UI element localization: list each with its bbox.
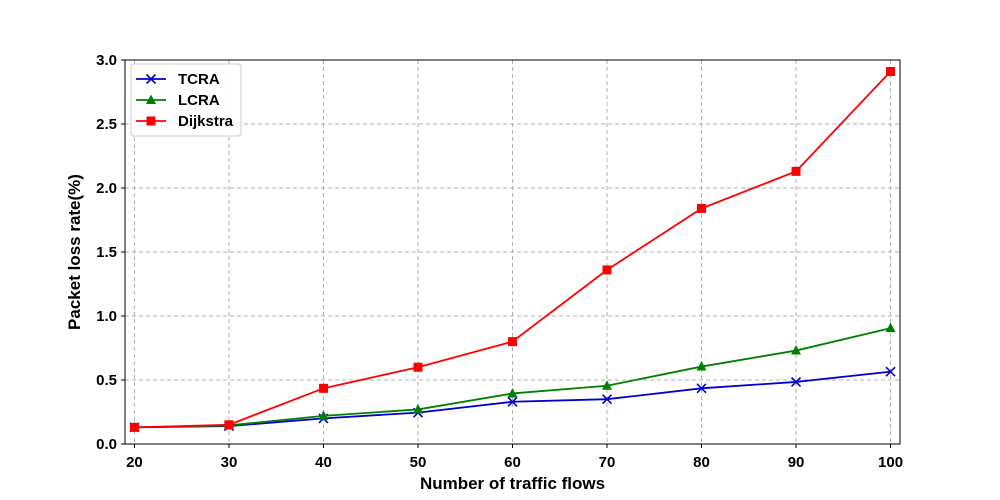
y-tick-label: 1.0 — [96, 308, 117, 325]
data-point — [791, 166, 801, 176]
series-layer — [129, 67, 896, 433]
legend: TCRA LCRA Dijkstra — [130, 63, 242, 137]
x-tick-label: 40 — [315, 454, 332, 471]
y-tick-label: 2.5 — [96, 116, 117, 133]
legend-item: LCRA — [136, 92, 220, 109]
series-dijkstra — [129, 67, 896, 432]
data-point — [601, 394, 613, 405]
y-axis-label: Packet loss rate(%) — [65, 174, 84, 330]
legend-item: Dijkstra — [136, 113, 234, 130]
y-tick-label: 0.5 — [96, 372, 117, 389]
data-point — [507, 387, 518, 398]
y-axis-ticks: 0.0 0.5 1.0 1.5 2.0 2.5 3.0 — [96, 52, 125, 453]
legend-marker — [145, 73, 157, 85]
data-point — [318, 410, 329, 420]
legend-marker — [146, 116, 156, 126]
legend-label: Dijkstra — [178, 113, 234, 130]
x-tick-label: 100 — [878, 454, 903, 471]
data-point — [508, 337, 517, 347]
data-point — [129, 422, 139, 432]
x-tick-label: 60 — [504, 454, 521, 471]
x-tick-label: 30 — [221, 454, 238, 471]
data-point — [602, 380, 613, 390]
x-tick-label: 80 — [693, 454, 710, 471]
data-point — [696, 383, 707, 394]
data-point — [886, 67, 896, 77]
data-point — [412, 403, 423, 414]
x-tick-label: 90 — [788, 454, 805, 471]
x-tick-label: 50 — [410, 454, 427, 471]
legend-item: TCRA — [136, 71, 220, 88]
data-point — [224, 420, 234, 430]
data-point — [318, 383, 328, 393]
data-point — [507, 396, 518, 407]
data-point — [696, 361, 707, 371]
legend-label: TCRA — [178, 71, 220, 88]
data-point — [602, 265, 612, 275]
y-tick-label: 1.5 — [96, 244, 117, 261]
y-tick-label: 3.0 — [96, 52, 117, 69]
legend-label: LCRA — [178, 92, 220, 109]
data-point — [791, 345, 802, 355]
x-axis-label: Number of traffic flows — [420, 474, 605, 493]
x-tick-label: 70 — [599, 454, 616, 471]
data-point — [885, 322, 896, 333]
data-point — [790, 376, 802, 387]
data-point — [885, 366, 896, 377]
x-tick-label: 20 — [126, 454, 143, 471]
data-point — [413, 362, 423, 372]
x-axis-ticks: 20 30 40 50 60 70 80 90 100 — [126, 444, 903, 471]
legend-marker — [146, 94, 156, 104]
y-tick-label: 2.0 — [96, 180, 117, 197]
legend-box — [130, 63, 242, 137]
y-tick-label: 0.0 — [96, 436, 117, 453]
data-point — [697, 203, 707, 213]
